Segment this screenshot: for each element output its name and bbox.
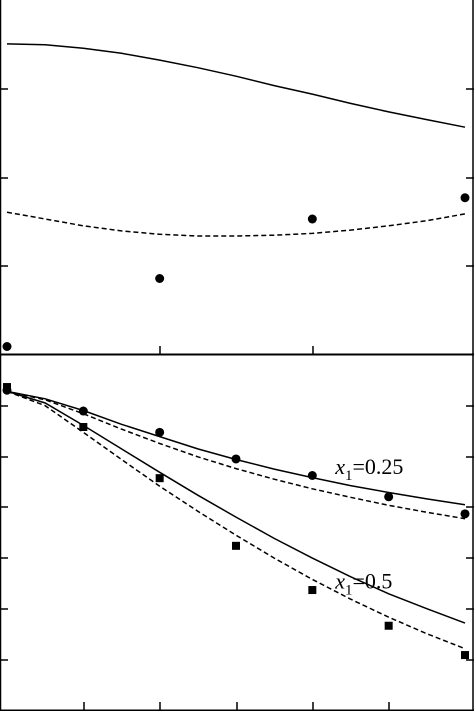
- square-marker: [461, 651, 469, 660]
- circle-marker: [460, 509, 470, 519]
- square-marker: [384, 621, 393, 630]
- solid-curve: [6, 390, 466, 506]
- circle-marker: [384, 492, 394, 502]
- circle-marker: [231, 454, 241, 464]
- annotation-value: =0.5: [352, 568, 392, 593]
- annotation-variable: x: [334, 568, 345, 593]
- annotation-value: =0.25: [352, 454, 403, 479]
- annotation-variable: x: [334, 454, 345, 479]
- circle-marker: [307, 214, 317, 224]
- solid-curve: [6, 43, 466, 128]
- square-marker: [79, 423, 88, 432]
- square-marker: [3, 383, 11, 392]
- circle-marker: [78, 406, 88, 416]
- top-panel: [0, 0, 474, 356]
- annotation-subscript: 1: [345, 468, 353, 484]
- circle-marker: [155, 427, 165, 437]
- square-marker: [232, 541, 240, 550]
- circle-marker: [155, 274, 165, 283]
- dashed-curve: [6, 390, 466, 520]
- circle-marker: [2, 342, 12, 351]
- square-marker: [155, 474, 164, 483]
- annotation-subscript: 1: [345, 582, 353, 598]
- solid-curve: [6, 390, 466, 624]
- dashed-curve: [6, 211, 466, 237]
- series-annotation: x1=0.25: [334, 454, 403, 484]
- dashed-curve: [6, 390, 466, 650]
- circle-marker: [460, 193, 470, 203]
- square-marker: [308, 586, 317, 595]
- series-annotation: x1=0.5: [334, 568, 392, 598]
- circle-marker: [307, 470, 317, 480]
